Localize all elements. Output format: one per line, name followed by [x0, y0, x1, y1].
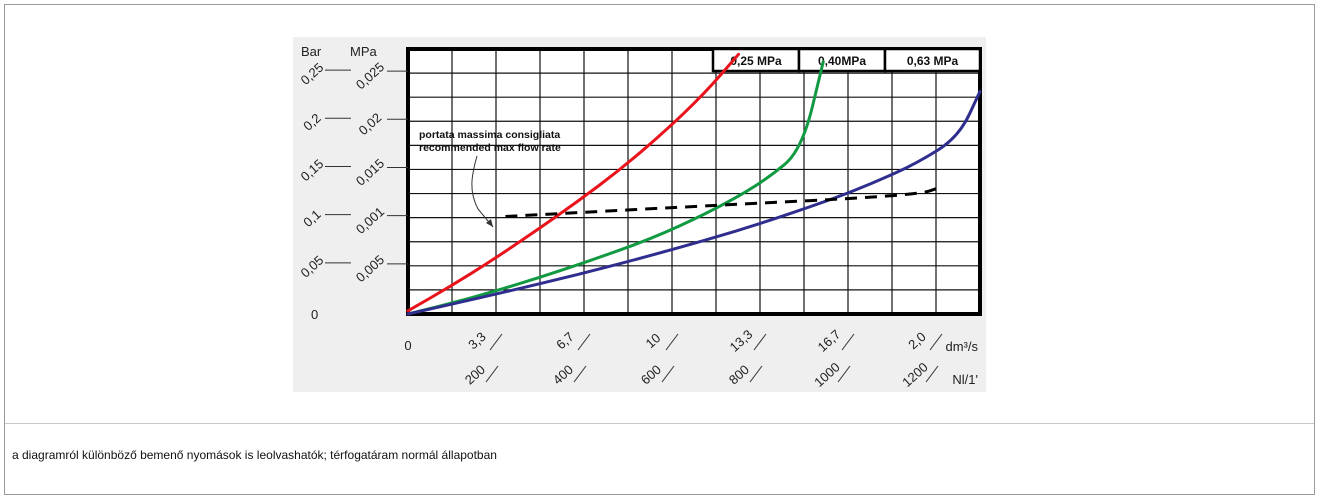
x-tick-nl-mark [749, 365, 763, 383]
chart-series [406, 52, 982, 316]
y-tick-mpa: 0,025 [353, 59, 387, 92]
legend-label: 0,40MPa [818, 54, 866, 68]
y-axis-title-mpa: MPa [350, 44, 378, 59]
annotation-arrowhead [486, 219, 493, 227]
x-unit-nl: Nl/1' [952, 372, 978, 387]
x-tick-nl-mark [925, 365, 939, 383]
y-tick-bar: 0 [311, 307, 318, 322]
y-tick-bar: 0,25 [298, 60, 327, 88]
x-tick-dm3s: 13,3 [727, 327, 756, 355]
legend-label: 0,25 MPa [730, 54, 782, 68]
series-line-1 [406, 52, 740, 313]
legend-box [883, 47, 982, 73]
chart-axes: Bar MPa dm³/s Nl/1' [301, 44, 979, 387]
y-tick-mpa: 0,015 [353, 156, 387, 189]
x-tick-nl: 1000 [811, 359, 843, 389]
x-tick-nl-mark [661, 365, 675, 383]
figure-cell: 0,25 MPa 0,40MPa 0,63 MPa portata massima … [5, 5, 1314, 424]
chart-annotation: portata massima consigliata recommended … [419, 129, 561, 228]
y-tick-bar: 0,2 [300, 110, 323, 133]
x-tick-dm3s: 2,0 [905, 329, 928, 352]
y-tick-bar: 0,1 [300, 207, 323, 230]
x-tick-dm3s-mark [577, 333, 591, 351]
figure-caption: a diagramról különböző bemenő nyomások i… [12, 448, 497, 462]
y-axis-title-bar: Bar [301, 44, 322, 59]
x-tick-nl: 200 [462, 362, 488, 388]
x-tick-dm3s: 3,3 [465, 329, 488, 352]
series-line-2 [406, 60, 825, 316]
chart-grid [406, 47, 982, 316]
x-tick-nl-mark [573, 365, 587, 383]
annotation-line-2: recommended max flow rate [419, 142, 561, 154]
x-tick-nl: 600 [638, 362, 664, 388]
x-tick-dm3s: 6,7 [553, 329, 576, 352]
plot-background [408, 49, 980, 314]
flow-rate-chart: 0,25 MPa 0,40MPa 0,63 MPa portata massima … [293, 37, 986, 392]
x-tick-dm3s: 10 [643, 330, 664, 351]
content-frame: 0,25 MPa 0,40MPa 0,63 MPa portata massima … [4, 4, 1315, 495]
x-tick-dm3s-mark [841, 333, 855, 351]
x-unit-dm3s: dm³/s [946, 339, 979, 354]
x-tick-dm3s-mark [753, 333, 767, 351]
x-tick-dm3s-mark [489, 333, 503, 351]
chart-legend: 0,25 MPa 0,40MPa 0,63 MPa [711, 47, 982, 73]
series-line-3 [406, 89, 982, 316]
x-tick-dm3s-mark [665, 333, 679, 351]
x-tick-nl: 800 [726, 362, 752, 388]
y-tick-bar: 0,15 [298, 156, 327, 184]
max-flow-dashed-line [505, 185, 943, 218]
legend-label: 0,63 MPa [907, 54, 959, 68]
x-tick-nl: 1200 [899, 359, 931, 389]
y-tick-mpa: 0,001 [353, 204, 387, 237]
x-tick-nl: 400 [550, 362, 576, 388]
y-tick-mpa: 0,02 [356, 110, 385, 138]
y-tick-mpa: 0,005 [353, 252, 387, 285]
y-tick-bar: 0,05 [298, 252, 327, 280]
x-tick-dm3s: 16,7 [815, 327, 844, 355]
plot-border [406, 47, 982, 316]
annotation-line-1: portata massima consigliata [419, 129, 560, 141]
x-tick-nl-mark [485, 365, 499, 383]
x-tick-dm3s-mark [929, 333, 943, 351]
x-tick-nl-mark [837, 365, 851, 383]
x-tick-dm3s: 0 [404, 338, 411, 353]
annotation-leader [471, 155, 494, 228]
chart-svg: 0,25 MPa 0,40MPa 0,63 MPa portata massima … [298, 44, 982, 390]
